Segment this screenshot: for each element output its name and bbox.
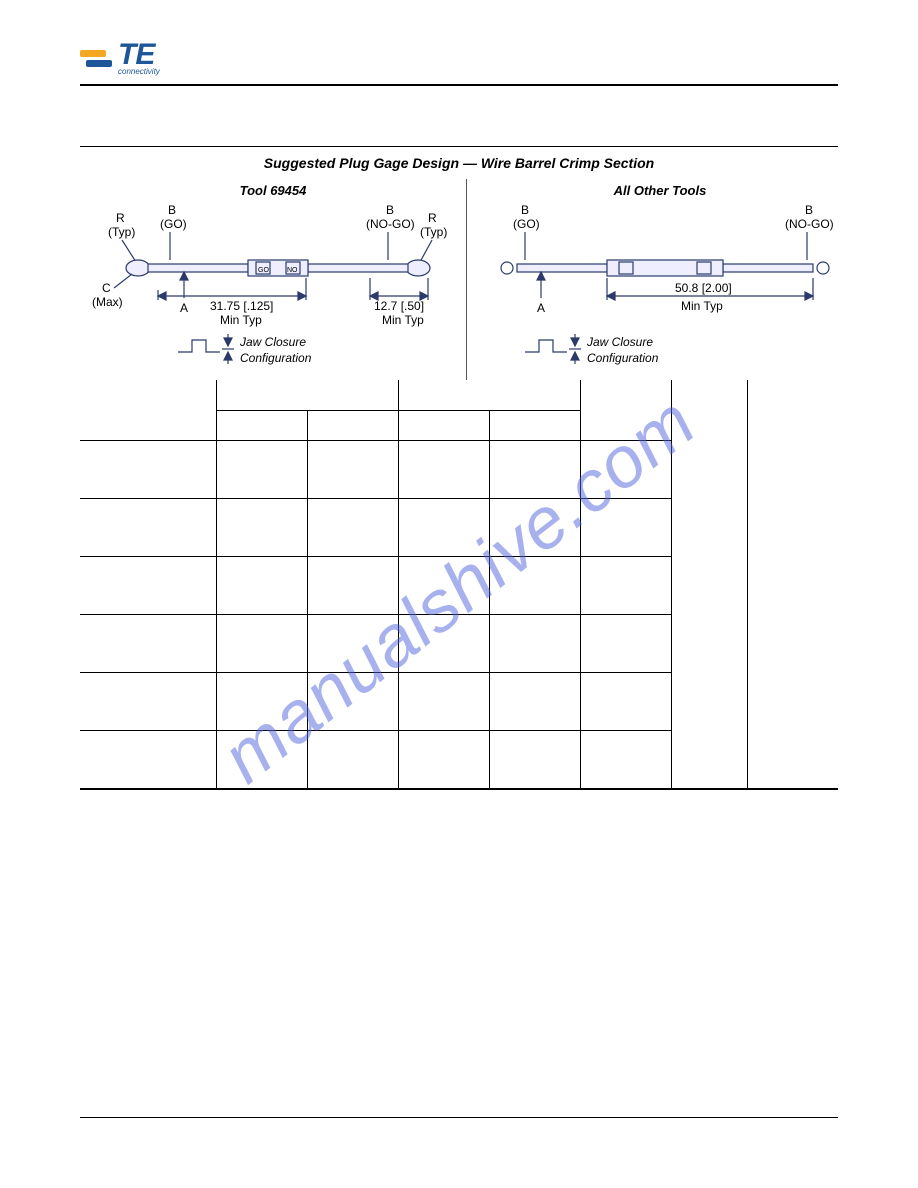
svg-text:12.7 [.50]: 12.7 [.50] xyxy=(374,299,424,313)
figure-panel: Suggested Plug Gage Design — Wire Barrel… xyxy=(80,146,838,790)
diagram-left: Tool 69454 B (GO) B (NO-GO) R (Typ) xyxy=(80,179,467,380)
svg-text:(GO): (GO) xyxy=(160,217,187,231)
svg-text:GO: GO xyxy=(258,267,269,274)
logo: TE connectivity xyxy=(80,40,160,76)
footer-rule xyxy=(80,1117,838,1118)
svg-text:R: R xyxy=(116,211,125,225)
svg-text:Min Typ: Min Typ xyxy=(382,313,424,327)
table-row-header1 xyxy=(80,380,838,410)
svg-text:Min Typ: Min Typ xyxy=(220,313,262,327)
svg-text:NO: NO xyxy=(287,267,298,274)
logo-sub: connectivity xyxy=(118,68,160,76)
svg-text:(Typ): (Typ) xyxy=(420,225,447,239)
svg-text:C: C xyxy=(102,281,111,295)
gage-diagram-right-icon: B (GO) B (NO-GO) xyxy=(475,202,845,372)
svg-text:(Max): (Max) xyxy=(92,295,123,309)
spec-table xyxy=(80,380,838,789)
svg-text:Jaw Closure: Jaw Closure xyxy=(586,335,653,349)
tool-label-right: All Other Tools xyxy=(475,183,845,198)
svg-text:Min Typ: Min Typ xyxy=(681,299,723,313)
svg-text:(NO-GO): (NO-GO) xyxy=(366,217,415,231)
header: TE connectivity xyxy=(80,40,838,86)
svg-text:(Typ): (Typ) xyxy=(108,225,135,239)
svg-text:Configuration: Configuration xyxy=(587,351,659,365)
svg-text:(GO): (GO) xyxy=(513,217,540,231)
diagram-row: Tool 69454 B (GO) B (NO-GO) R (Typ) xyxy=(80,179,838,380)
svg-text:B: B xyxy=(805,203,813,217)
page: TE connectivity Suggested Plug Gage Desi… xyxy=(0,0,918,1188)
svg-text:A: A xyxy=(180,301,188,315)
svg-text:B: B xyxy=(386,203,394,217)
diagram-right: All Other Tools B (GO) B (NO-GO) xyxy=(467,179,853,380)
gage-diagram-left-icon: B (GO) B (NO-GO) R (Typ) R (Typ) xyxy=(88,202,458,372)
svg-text:50.8 [2.00]: 50.8 [2.00] xyxy=(675,281,732,295)
svg-text:A: A xyxy=(537,301,545,315)
svg-text:(NO-GO): (NO-GO) xyxy=(785,217,834,231)
figure-title: Suggested Plug Gage Design — Wire Barrel… xyxy=(80,147,838,179)
logo-bars-icon xyxy=(80,50,112,67)
svg-text:B: B xyxy=(521,203,529,217)
svg-text:Configuration: Configuration xyxy=(240,351,312,365)
svg-text:Jaw Closure: Jaw Closure xyxy=(239,335,306,349)
svg-text:R: R xyxy=(428,211,437,225)
svg-text:31.75 [.125]: 31.75 [.125] xyxy=(210,299,273,313)
svg-text:B: B xyxy=(168,203,176,217)
logo-te: TE xyxy=(118,40,160,70)
tool-label-left: Tool 69454 xyxy=(88,183,458,198)
